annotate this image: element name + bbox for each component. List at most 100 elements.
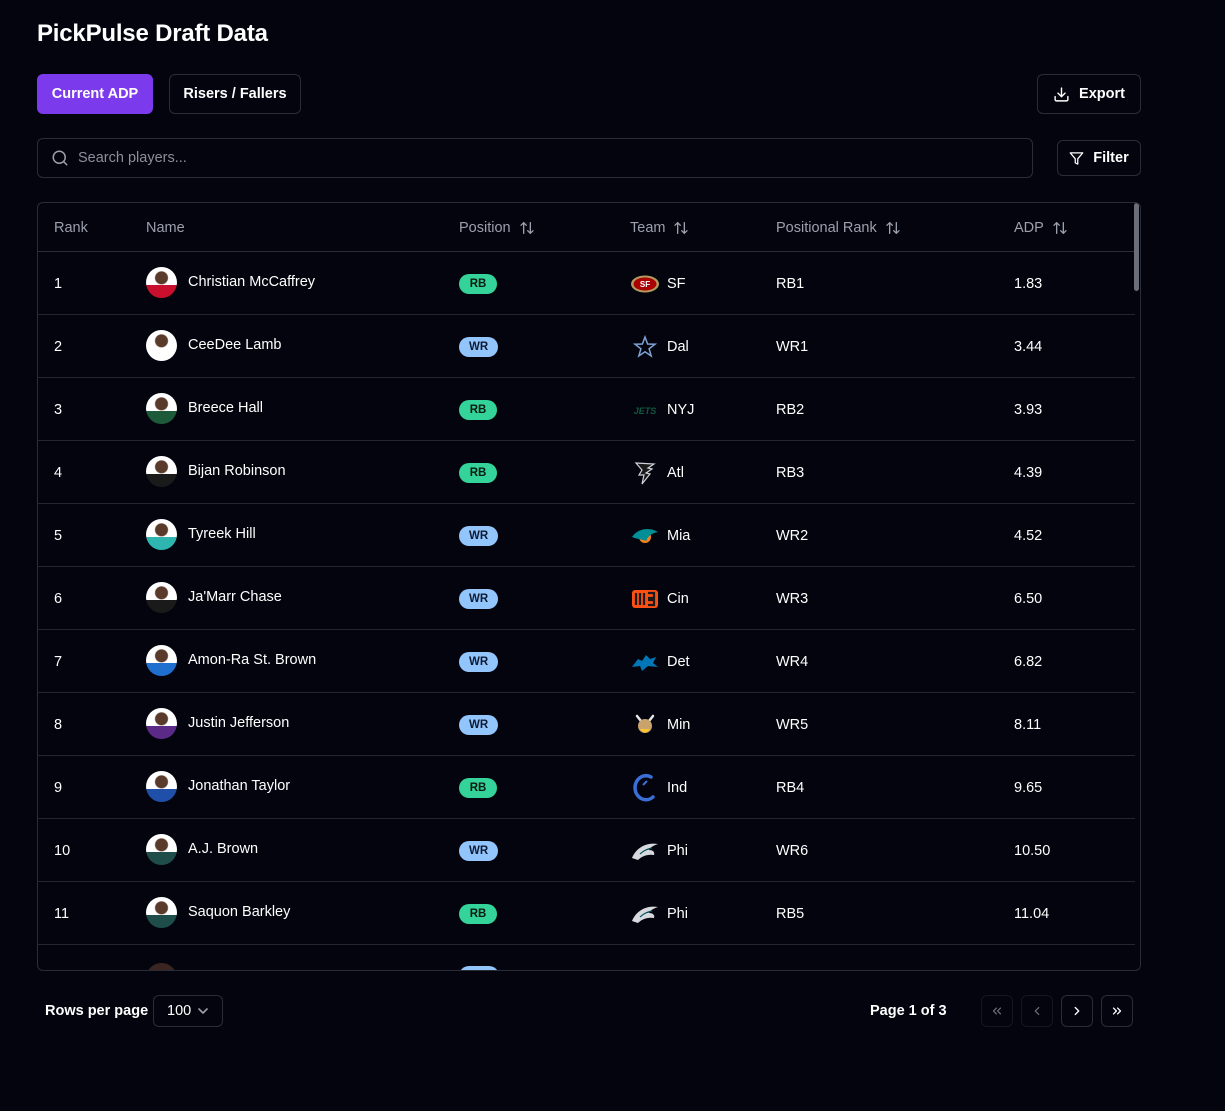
player-name[interactable]: Saquon Barkley [188, 904, 291, 920]
download-icon [1054, 86, 1069, 102]
adp-cell: 4.52 [1014, 527, 1043, 544]
chevrons-left-icon [992, 1007, 1002, 1015]
adp-cell: 11.04 [1014, 905, 1050, 922]
rank-cell: 8 [54, 716, 63, 733]
cowboys-logo [630, 334, 660, 359]
first-page-button[interactable] [981, 995, 1013, 1027]
position-badge [459, 966, 499, 970]
column-header-position[interactable]: Position [459, 203, 535, 252]
player-name-cell[interactable]: CeeDee Lamb [146, 315, 282, 378]
adp-cell: 1.83 [1014, 275, 1043, 292]
player-name[interactable]: Justin Jefferson [188, 715, 290, 731]
player-name-cell[interactable]: Jonathan Taylor [146, 756, 290, 819]
table-row[interactable] [38, 946, 1135, 970]
team-abbr: SF [667, 275, 686, 292]
position-badge: WR [459, 840, 499, 861]
player-name-cell[interactable]: A.J. Brown [146, 819, 258, 882]
next-page-button[interactable] [1061, 995, 1093, 1027]
team-cell: Dal [630, 315, 689, 378]
team-abbr: Atl [667, 464, 684, 481]
adp-cell: 6.50 [1014, 590, 1043, 607]
rank-cell: 6 [54, 590, 63, 607]
player-name[interactable]: Christian McCaffrey [188, 274, 316, 290]
svg-text:SF: SF [640, 280, 650, 289]
table-row[interactable]: 10 A.J. Brown WR Phi WR6 10.50 [38, 819, 1135, 882]
player-name-cell[interactable]: Justin Jefferson [146, 693, 289, 756]
player-name[interactable]: Bijan Robinson [188, 463, 286, 479]
player-name-cell[interactable]: Tyreek Hill [146, 504, 256, 567]
player-avatar [146, 266, 177, 298]
player-name-cell[interactable]: Bijan Robinson [146, 441, 286, 504]
rank-cell: 10 [54, 842, 71, 859]
team-cell: Phi [630, 882, 688, 945]
page-title: PickPulse Draft Data [37, 20, 268, 47]
table-row[interactable]: 7 Amon-Ra St. Brown WR Det WR4 6.82 [38, 630, 1135, 693]
table-row[interactable]: 1 Christian McCaffrey RB SF SF RB1 1.83 [38, 252, 1135, 315]
filter-label: Filter [1093, 150, 1129, 166]
team-cell: SF SF [630, 252, 686, 315]
table-scrollbar[interactable] [1134, 203, 1139, 291]
table-row[interactable]: 4 Bijan Robinson RB Atl RB3 4.39 [38, 441, 1135, 504]
column-header-adp[interactable]: ADP [1014, 203, 1068, 252]
position-badge: WR [459, 336, 499, 357]
player-name[interactable]: Tyreek Hill [188, 526, 256, 542]
player-name-cell[interactable]: Ja'Marr Chase [146, 567, 282, 630]
tab-risers-fallers[interactable]: Risers / Fallers [169, 74, 301, 114]
player-name-cell[interactable]: Breece Hall [146, 378, 263, 441]
team-abbr: Dal [667, 338, 689, 355]
rows-per-page-select[interactable]: 100 [153, 995, 223, 1027]
previous-page-button[interactable] [1021, 995, 1053, 1027]
player-name[interactable]: Breece Hall [188, 400, 263, 416]
filter-button[interactable]: Filter [1057, 140, 1141, 176]
positional-rank-cell: RB1 [776, 275, 805, 292]
rank-cell: 11 [54, 905, 70, 922]
column-header-positional-rank[interactable]: Positional Rank [776, 203, 901, 252]
table-row[interactable]: 5 Tyreek Hill WR Mia WR2 4.52 [38, 504, 1135, 567]
team-abbr: Ind [667, 779, 688, 796]
position-badge: WR [459, 588, 499, 609]
position-cell: WR [459, 504, 499, 567]
player-name-cell[interactable]: Christian McCaffrey [146, 252, 315, 315]
tab-current-adp[interactable]: Current ADP [37, 74, 153, 114]
rank-cell: 2 [54, 338, 63, 355]
49ers-logo: SF [630, 272, 660, 296]
column-header-team[interactable]: Team [630, 203, 689, 252]
table-row[interactable]: 11 Saquon Barkley RB Phi RB5 11.04 [38, 882, 1135, 945]
eagles-logo [630, 902, 660, 926]
last-page-button[interactable] [1101, 995, 1133, 1027]
player-name[interactable]: A.J. Brown [188, 841, 259, 857]
position-cell: RB [459, 378, 497, 441]
positional-rank-cell: WR4 [776, 653, 809, 670]
position-cell: RB [459, 756, 497, 819]
rows-per-page-value: 100 [167, 1003, 192, 1019]
table-row[interactable]: 9 Jonathan Taylor RB Ind RB4 9.65 [38, 756, 1135, 819]
player-name-cell[interactable]: Saquon Barkley [146, 882, 290, 945]
table-row[interactable]: 6 Ja'Marr Chase WR Cin WR3 6.50 [38, 567, 1135, 630]
team-cell: JETS NYJ [630, 378, 695, 441]
player-name[interactable]: Jonathan Taylor [188, 778, 291, 794]
team-cell: Cin [630, 567, 689, 630]
player-name-cell[interactable]: Amon-Ra St. Brown [146, 630, 316, 693]
positional-rank-cell: WR6 [776, 842, 809, 859]
export-button[interactable]: Export [1037, 74, 1141, 114]
player-avatar [146, 770, 177, 802]
table-row[interactable]: 2 CeeDee Lamb WR Dal WR1 3.44 [38, 315, 1135, 378]
position-cell: WR [459, 630, 499, 693]
sort-icon [519, 221, 534, 234]
team-cell: Ind [630, 756, 687, 819]
team-cell: Phi [630, 819, 688, 882]
player-name[interactable]: Ja'Marr Chase [188, 589, 282, 605]
table-row[interactable]: 8 Justin Jefferson WR Min WR5 8.11 [38, 693, 1135, 756]
search-input[interactable] [78, 150, 978, 166]
team-abbr: Phi [667, 842, 688, 859]
table-row[interactable]: 3 Breece Hall RB JETS NYJ RB2 3.93 [38, 378, 1135, 441]
team-abbr: Cin [667, 590, 689, 607]
player-name[interactable]: CeeDee Lamb [188, 337, 282, 353]
player-name[interactable]: Amon-Ra St. Brown [188, 652, 317, 668]
positional-rank-cell: RB3 [776, 464, 805, 481]
team-abbr: Phi [667, 905, 688, 922]
chevrons-right-icon [1112, 1007, 1122, 1015]
player-avatar [146, 518, 177, 550]
chevron-down-icon [198, 1008, 208, 1014]
rows-per-page-label: Rows per page [45, 1003, 149, 1019]
